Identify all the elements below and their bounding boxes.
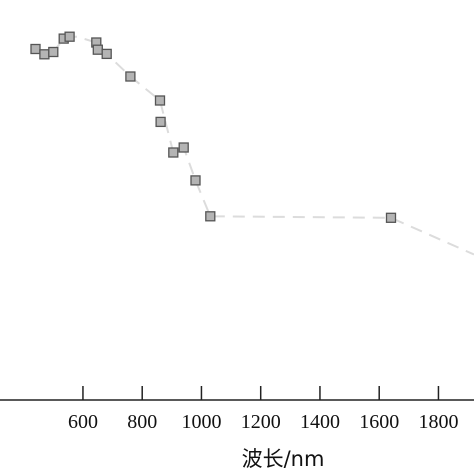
- data-point: [64, 31, 75, 42]
- data-point: [385, 212, 397, 223]
- data-point: [154, 95, 166, 106]
- data-point: [190, 175, 201, 186]
- data-point: [30, 43, 41, 55]
- marker-layer: [30, 31, 397, 223]
- data-point: [92, 44, 103, 55]
- x-tick-label: 1800: [418, 411, 458, 433]
- data-point: [101, 48, 112, 60]
- data-point: [125, 71, 136, 82]
- trend-line: [32, 35, 474, 256]
- data-point: [48, 46, 59, 58]
- x-tick-label: 1000: [181, 411, 221, 433]
- x-tick-label: 1200: [241, 411, 281, 433]
- data-point: [155, 116, 166, 128]
- x-tick-label: 800: [127, 411, 157, 433]
- data-point: [205, 211, 216, 222]
- x-tick-label: 1400: [300, 411, 340, 433]
- data-point: [39, 49, 50, 60]
- trend-line-layer: [32, 35, 474, 256]
- data-point: [178, 142, 189, 153]
- x-tick-layer: 600 800 1000 1200 1400 1600 1800: [68, 386, 458, 433]
- x-tick-label: 600: [68, 411, 98, 433]
- x-tick-label: 1600: [359, 411, 399, 433]
- data-point: [168, 147, 179, 158]
- x-axis-label: 波长/nm: [242, 447, 325, 471]
